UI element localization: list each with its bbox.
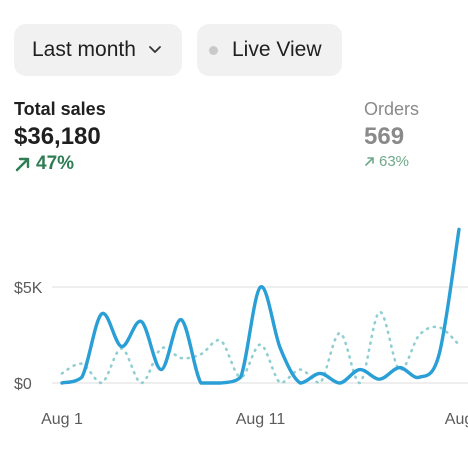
chevron-down-icon <box>148 45 162 55</box>
total-sales-change-value: 47% <box>36 153 75 174</box>
orders-change: 63% <box>364 153 419 170</box>
orders-value: 569 <box>364 123 405 150</box>
x-tick-label: Aug 11 <box>236 411 286 428</box>
date-range-dropdown[interactable]: Last month <box>14 24 182 76</box>
arrow-up-right-icon <box>14 155 32 173</box>
total-sales-label: Total sales <box>14 99 106 119</box>
total-sales-metric[interactable]: Total sales $36,180 47% <box>14 99 106 175</box>
orders-label: Orders <box>364 99 420 119</box>
orders-metric[interactable]: Orders 569 63% <box>364 99 419 170</box>
total-sales-change: 47% <box>14 153 106 175</box>
x-tick-label: Aug <box>445 411 468 428</box>
live-status-dot-icon <box>209 45 218 55</box>
x-tick-label: Aug 1 <box>41 411 83 428</box>
orders-change-value: 63% <box>379 153 410 170</box>
comparison-series-line <box>60 310 461 385</box>
arrow-up-right-icon <box>364 156 375 167</box>
live-view-label: Live View <box>232 38 322 61</box>
sales-series-line <box>60 227 461 385</box>
date-range-label: Last month <box>32 38 136 61</box>
y-tick-label: $5K <box>14 280 43 297</box>
total-sales-value: $36,180 <box>14 123 101 150</box>
live-view-button[interactable]: Live View <box>197 24 342 76</box>
y-tick-label: $0 <box>14 376 32 393</box>
